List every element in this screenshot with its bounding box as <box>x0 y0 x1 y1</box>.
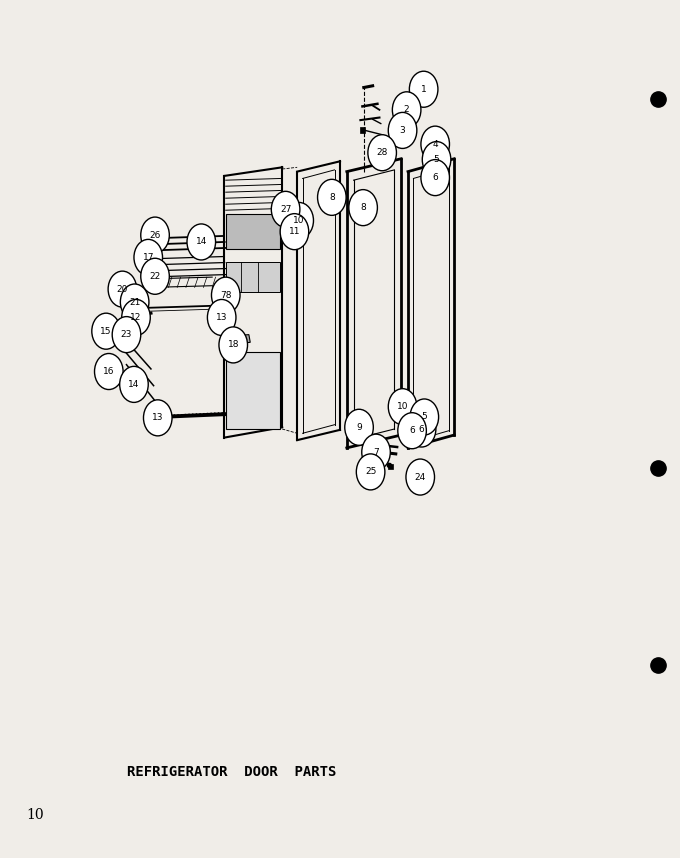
Circle shape <box>92 313 120 349</box>
Circle shape <box>392 92 421 128</box>
Text: REFRIGERATOR  DOOR  PARTS: REFRIGERATOR DOOR PARTS <box>126 765 336 779</box>
Circle shape <box>410 399 439 435</box>
Text: 13: 13 <box>216 313 227 322</box>
Text: 7: 7 <box>373 448 379 456</box>
Text: 8: 8 <box>329 193 335 202</box>
Text: 20: 20 <box>117 285 128 293</box>
Circle shape <box>141 258 169 294</box>
Text: 1: 1 <box>421 85 426 94</box>
Text: 23: 23 <box>121 330 132 339</box>
Text: 6: 6 <box>432 173 438 182</box>
Circle shape <box>108 271 137 307</box>
Bar <box>226 262 280 292</box>
Circle shape <box>368 135 396 171</box>
Circle shape <box>345 409 373 445</box>
Text: 10: 10 <box>294 216 305 225</box>
Text: 10: 10 <box>26 808 44 822</box>
Circle shape <box>388 112 417 148</box>
Text: 24: 24 <box>415 473 426 481</box>
Text: 21: 21 <box>129 298 140 306</box>
Bar <box>388 464 393 469</box>
Text: 25: 25 <box>365 468 376 476</box>
Circle shape <box>143 400 172 436</box>
Text: 8: 8 <box>360 203 366 212</box>
Text: 4: 4 <box>432 140 438 148</box>
Text: 27: 27 <box>280 205 291 214</box>
Circle shape <box>421 126 449 162</box>
Text: 28: 28 <box>377 148 388 157</box>
Text: 2: 2 <box>404 106 409 114</box>
Text: 22: 22 <box>150 272 160 281</box>
Text: 12: 12 <box>131 313 141 322</box>
Circle shape <box>362 434 390 470</box>
Circle shape <box>122 299 150 335</box>
Circle shape <box>409 71 438 107</box>
Circle shape <box>280 214 309 250</box>
Circle shape <box>120 284 149 320</box>
Circle shape <box>406 459 435 495</box>
Circle shape <box>398 413 426 449</box>
Circle shape <box>187 224 216 260</box>
Bar <box>360 127 365 133</box>
Text: 6: 6 <box>419 425 424 433</box>
Text: 17: 17 <box>143 253 154 262</box>
Text: 5: 5 <box>422 413 427 421</box>
Circle shape <box>207 299 236 335</box>
Circle shape <box>407 411 436 447</box>
Text: 10: 10 <box>397 402 408 411</box>
Text: 16: 16 <box>103 367 114 376</box>
Text: 13: 13 <box>152 414 163 422</box>
Text: 14: 14 <box>196 238 207 246</box>
Circle shape <box>349 190 377 226</box>
Circle shape <box>211 277 240 313</box>
Bar <box>226 352 280 429</box>
Circle shape <box>318 179 346 215</box>
Circle shape <box>422 142 451 178</box>
Text: 9: 9 <box>356 423 362 432</box>
Circle shape <box>120 366 148 402</box>
Polygon shape <box>228 335 250 344</box>
Text: 14: 14 <box>129 380 139 389</box>
Text: 3: 3 <box>400 126 405 135</box>
Circle shape <box>112 317 141 353</box>
Circle shape <box>356 454 385 490</box>
Text: 15: 15 <box>101 327 112 335</box>
Circle shape <box>388 389 417 425</box>
Text: 78: 78 <box>220 291 231 299</box>
Circle shape <box>271 191 300 227</box>
Circle shape <box>134 239 163 275</box>
Text: 5: 5 <box>434 155 439 164</box>
Text: 18: 18 <box>228 341 239 349</box>
Bar <box>226 214 280 249</box>
Text: 26: 26 <box>150 231 160 239</box>
Circle shape <box>421 160 449 196</box>
Text: 11: 11 <box>289 227 300 236</box>
Circle shape <box>95 353 123 390</box>
Circle shape <box>285 202 313 239</box>
Circle shape <box>141 217 169 253</box>
Circle shape <box>219 327 248 363</box>
Text: 6: 6 <box>409 426 415 435</box>
